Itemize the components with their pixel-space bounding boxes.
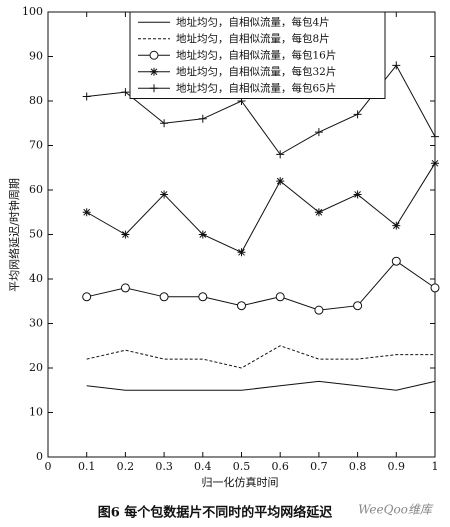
x-tick-label: 0.7: [310, 460, 328, 473]
series-line: [86, 163, 436, 253]
legend-label: 地址均匀，自相似流量，每包16片: [176, 48, 336, 61]
marker: [120, 283, 130, 293]
x-tick-label: 0: [45, 460, 52, 473]
x-tick-label: 0.9: [388, 460, 406, 473]
x-axis-label: 归一化仿真时间: [202, 475, 279, 489]
x-tick-label: 1: [432, 460, 439, 473]
marker: [392, 221, 401, 230]
marker: [276, 150, 285, 159]
watermark: WeeQoo维库: [358, 503, 434, 517]
marker: [159, 292, 169, 302]
y-tick-label: 60: [29, 183, 43, 196]
marker: [353, 110, 362, 119]
marker: [160, 119, 169, 128]
marker: [82, 92, 91, 101]
series-line: [86, 345, 435, 369]
x-tick-label: 0.5: [233, 460, 251, 473]
marker: [160, 190, 169, 199]
marker: [392, 61, 401, 70]
x-tick-label: 0.2: [117, 460, 135, 473]
marker: [430, 283, 440, 293]
series-line: [86, 260, 436, 311]
x-tick-label: 0.4: [194, 460, 212, 473]
y-tick-label: 40: [29, 272, 43, 285]
marker: [150, 67, 158, 76]
chart-title: 图6 每个包数据片不同时的平均网络延迟: [98, 505, 333, 521]
marker: [237, 301, 246, 311]
marker: [121, 88, 130, 97]
marker: [314, 305, 324, 315]
y-tick-label: 20: [29, 361, 43, 374]
y-tick-label: 10: [29, 406, 43, 419]
marker: [82, 292, 92, 302]
y-tick-label: 90: [29, 50, 43, 63]
legend-label: 地址均匀，自相似流量，每包8片: [176, 32, 330, 45]
marker: [431, 132, 439, 141]
x-tick-label: 0.3: [155, 460, 173, 473]
marker: [391, 256, 401, 266]
marker: [275, 292, 285, 302]
marker: [353, 301, 363, 311]
x-tick-label: 0.8: [349, 460, 367, 473]
y-tick-label: 0: [36, 450, 43, 463]
legend-label: 地址均匀，自相似流量，每包32片: [176, 65, 336, 78]
legend: 地址均匀，自相似流量，每包4片地址均匀，自相似流量，每包8片地址均匀，自相似流量…: [129, 11, 386, 99]
legend-label: 地址均匀，自相似流量，每包4片: [176, 15, 330, 28]
y-tick-label: 70: [29, 139, 43, 152]
x-tick-label: 0.1: [78, 460, 96, 473]
y-axis-label: 平均网络延迟/时钟周期: [7, 178, 21, 292]
marker: [314, 208, 323, 217]
marker: [121, 230, 130, 239]
legend-label: 地址均匀，自相似流量，每包65片: [176, 81, 336, 94]
y-tick-label: 50: [29, 228, 43, 241]
marker: [82, 208, 91, 217]
marker: [237, 248, 246, 257]
y-tick-label: 30: [29, 317, 43, 330]
x-tick-label: 0.6: [271, 460, 289, 473]
y-tick-label: 80: [29, 94, 43, 107]
marker: [314, 128, 323, 137]
marker: [431, 159, 439, 168]
y-tick-label: 100: [22, 5, 43, 18]
marker: [353, 190, 362, 199]
marker: [198, 292, 208, 302]
marker: [198, 230, 207, 239]
series-line: [86, 380, 436, 391]
marker: [149, 50, 159, 60]
marker: [150, 84, 158, 93]
marker: [198, 114, 207, 123]
marker: [276, 177, 285, 186]
legend-box: [129, 11, 386, 99]
